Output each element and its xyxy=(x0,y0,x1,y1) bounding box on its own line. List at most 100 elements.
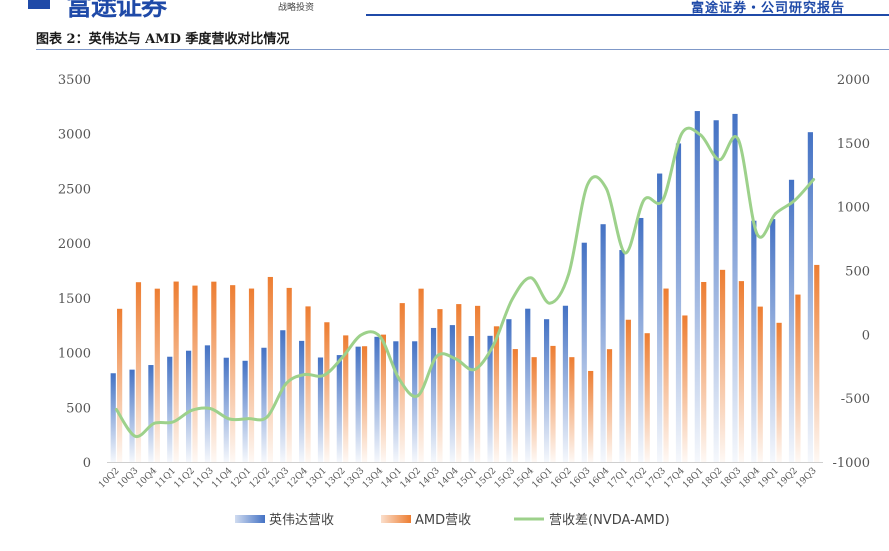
legend-label-diff: 营收差(NVDA-AMD) xyxy=(549,513,670,528)
bar-nvda xyxy=(374,336,380,462)
x-tick-label: 15Q2 xyxy=(474,466,498,490)
bar-amd xyxy=(117,308,123,462)
line-series xyxy=(114,126,816,439)
page-header: 富途证券 战略投资 富途证券・公司研究报告 xyxy=(0,0,889,22)
logo-text: 富途证券 xyxy=(66,0,167,22)
bar-nvda xyxy=(487,335,493,462)
legend-swatch-amd xyxy=(381,515,411,523)
x-tick-label: 11Q2 xyxy=(172,466,196,490)
bar-nvda xyxy=(148,365,154,462)
bar-amd xyxy=(795,294,801,462)
bar-amd xyxy=(211,281,217,462)
x-tick-label: 19Q2 xyxy=(775,466,799,490)
figure-caption: 图表 2：英伟达与 AMD 季度营收对比情况 xyxy=(36,32,290,47)
bar-amd xyxy=(248,288,255,462)
bar-amd xyxy=(701,281,707,462)
bar-amd xyxy=(324,322,330,462)
bar-nvda xyxy=(129,369,135,462)
y-right-tick-label: 0 xyxy=(862,328,870,343)
bar-amd xyxy=(475,305,481,462)
bar-nvda xyxy=(657,173,663,463)
bar-nvda xyxy=(430,327,437,462)
bar-nvda xyxy=(525,308,531,462)
bar-amd xyxy=(757,306,763,462)
bar-amd xyxy=(135,282,142,462)
bar-amd xyxy=(588,370,594,462)
y-left-tick-label: 3000 xyxy=(58,128,91,143)
bar-amd xyxy=(437,309,443,462)
bar-nvda xyxy=(638,217,644,462)
bar-nvda xyxy=(581,242,587,462)
bar-nvda xyxy=(299,340,305,462)
bar-nvda xyxy=(336,355,342,462)
bar-amd xyxy=(738,281,745,462)
x-tick-label: 18Q1 xyxy=(681,466,705,490)
x-tick-label: 17Q2 xyxy=(625,466,649,490)
bar-amd xyxy=(230,285,236,462)
y-right-tick-label: 2000 xyxy=(837,73,870,88)
x-tick-label: 10Q2 xyxy=(97,466,121,490)
legend-label-amd: AMD营收 xyxy=(415,513,471,528)
y-right-tick-label: 1000 xyxy=(837,201,870,216)
x-tick-label: 19Q1 xyxy=(757,466,781,490)
x-tick-label: 12Q2 xyxy=(248,466,272,490)
bar-nvda xyxy=(543,319,550,462)
bar-amd xyxy=(192,285,198,462)
bar-nvda xyxy=(355,346,361,462)
x-tick-label: 13Q1 xyxy=(304,466,328,490)
x-tick-label: 15Q1 xyxy=(455,466,479,490)
bar-nvda xyxy=(770,219,776,462)
logo-mark xyxy=(28,0,50,9)
x-tick-label: 16Q2 xyxy=(549,466,573,490)
bar-nvda xyxy=(449,325,455,462)
bar-nvda xyxy=(204,345,211,462)
y-axis-left: 3500 3000 2500 2000 1500 1000 500 0 xyxy=(58,73,91,471)
x-tick-label: 19Q3 xyxy=(794,466,819,491)
bar-amd xyxy=(625,319,631,462)
bar-nvda xyxy=(675,143,682,462)
bar-nvda xyxy=(562,305,569,462)
bar-nvda xyxy=(261,347,267,462)
bar-nvda xyxy=(110,373,116,462)
bar-amd xyxy=(644,333,650,462)
bar-nvda xyxy=(317,357,324,462)
x-tick-label: 17Q1 xyxy=(606,466,630,490)
bar-amd xyxy=(719,269,726,462)
x-tick-label: 13Q2 xyxy=(323,466,347,490)
bar-nvda xyxy=(468,336,474,462)
bar-amd xyxy=(663,288,669,462)
x-tick-label: 12Q1 xyxy=(229,466,253,490)
y-right-tick-label: 500 xyxy=(845,265,870,280)
y-right-tick-label: -500 xyxy=(841,392,870,407)
bar-nvda xyxy=(732,113,738,462)
bar-nvda xyxy=(167,356,173,462)
bar-nvda xyxy=(694,111,700,463)
x-axis: 10Q210Q310Q411Q111Q211Q311Q412Q112Q212Q3… xyxy=(97,462,823,491)
bar-amd xyxy=(493,326,500,462)
y-left-tick-label: 0 xyxy=(83,456,91,471)
bar-nvda xyxy=(751,220,757,462)
bar-nvda xyxy=(242,360,248,462)
bar-amd xyxy=(305,306,311,462)
bar-amd xyxy=(286,287,292,462)
bar-amd xyxy=(512,349,518,462)
bar-amd xyxy=(154,288,160,462)
bar-nvda xyxy=(223,357,229,462)
bar-amd xyxy=(418,288,424,462)
bar-nvda xyxy=(185,350,192,462)
bar-nvda xyxy=(506,319,512,462)
y-axis-right: 2000 1500 1000 500 0 -500 -1000 xyxy=(833,73,870,471)
y-left-tick-label: 1000 xyxy=(58,347,91,362)
bar-amd xyxy=(776,322,782,462)
x-tick-label: 14Q1 xyxy=(380,466,404,490)
bar-nvda xyxy=(713,120,719,462)
bar-nvda xyxy=(600,224,606,462)
y-left-tick-label: 500 xyxy=(66,401,91,416)
bar-amd xyxy=(531,357,537,462)
y-left-tick-label: 3500 xyxy=(58,73,91,88)
x-tick-label: 11Q1 xyxy=(154,466,178,490)
bar-amd xyxy=(343,335,349,462)
bar-nvda xyxy=(393,341,399,462)
bar-amd xyxy=(814,264,820,462)
bar-nvda xyxy=(788,179,795,463)
